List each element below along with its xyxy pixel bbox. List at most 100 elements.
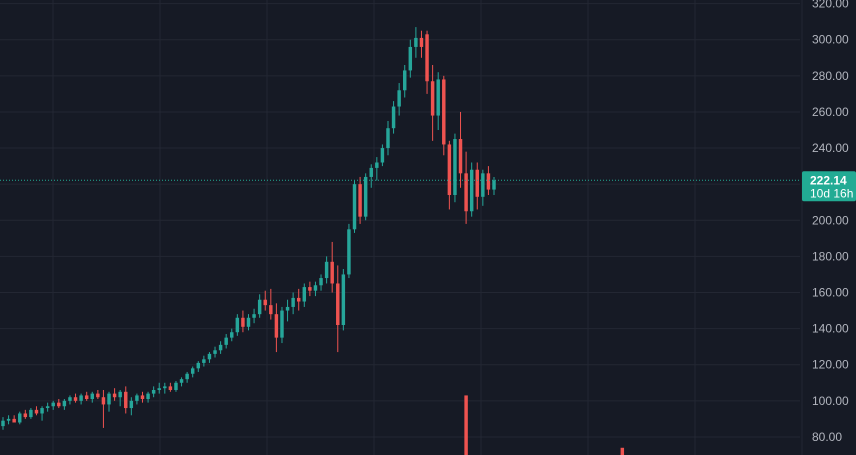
candle-body xyxy=(207,353,212,360)
candle-body xyxy=(375,162,379,168)
candle-body xyxy=(118,391,122,398)
candle xyxy=(235,314,240,336)
candle xyxy=(6,415,11,425)
candle-body xyxy=(363,176,368,217)
candle-body xyxy=(414,37,418,47)
y-tick-label: 80.00 xyxy=(812,430,842,444)
y-tick-label: 100.00 xyxy=(812,394,849,408)
candle xyxy=(352,180,357,233)
candle-body xyxy=(458,139,463,174)
candle xyxy=(330,241,334,293)
candle-body xyxy=(112,393,117,398)
candle xyxy=(285,299,290,322)
candle-body xyxy=(73,397,78,401)
candle xyxy=(414,27,418,58)
candle-body xyxy=(296,297,301,302)
candle-body xyxy=(230,332,234,338)
candle-body xyxy=(386,128,390,149)
candle xyxy=(336,265,340,353)
candle-body xyxy=(62,400,67,407)
candle xyxy=(51,400,55,410)
bar-countdown-label: 10d 16h xyxy=(810,186,853,200)
candle xyxy=(469,162,474,217)
candle-body xyxy=(436,79,440,116)
candle xyxy=(369,164,373,188)
candle xyxy=(90,391,95,403)
candle-body xyxy=(464,173,468,212)
candle-body xyxy=(190,368,195,374)
candle-body xyxy=(492,180,496,190)
candle xyxy=(118,390,122,407)
candle-body xyxy=(79,395,83,401)
candle xyxy=(442,75,446,156)
candle xyxy=(179,377,184,387)
candle xyxy=(430,65,435,141)
candle-body xyxy=(68,397,72,401)
candle xyxy=(168,382,173,392)
candle xyxy=(40,406,44,421)
candle xyxy=(458,111,463,188)
candle-body xyxy=(90,393,95,400)
candle-body xyxy=(442,79,446,145)
candle xyxy=(313,281,318,297)
candle xyxy=(263,290,267,311)
candle xyxy=(252,308,256,324)
volume-bar xyxy=(464,395,468,455)
candle-body xyxy=(101,397,106,405)
candle xyxy=(62,399,67,410)
candle xyxy=(425,30,429,94)
candle-body xyxy=(280,310,284,338)
last-price-tag: 222.14 10d 16h xyxy=(802,171,856,202)
candle xyxy=(363,173,368,221)
candle xyxy=(230,328,234,342)
candle xyxy=(129,397,134,416)
candle xyxy=(45,402,50,412)
candle-body xyxy=(402,70,407,91)
candle-body xyxy=(163,386,167,389)
candle xyxy=(29,408,33,419)
candle xyxy=(402,65,407,98)
y-tick-label: 240.00 xyxy=(812,141,849,155)
candle xyxy=(408,39,413,78)
candle xyxy=(296,288,301,311)
candle xyxy=(157,382,161,394)
candle-body xyxy=(40,408,44,414)
candle-body xyxy=(6,418,11,421)
candle xyxy=(274,303,279,353)
candle-body xyxy=(469,169,474,212)
candle xyxy=(436,72,440,130)
candle xyxy=(151,386,156,398)
candle-body xyxy=(235,317,240,333)
candle-body xyxy=(285,306,290,311)
candle-body xyxy=(419,37,424,47)
candle xyxy=(224,334,228,349)
candle-body xyxy=(319,278,323,286)
candle xyxy=(101,390,106,428)
candle-body xyxy=(302,287,307,302)
candle xyxy=(492,176,496,195)
candle xyxy=(190,366,195,378)
candle-body xyxy=(252,314,256,318)
candle xyxy=(397,83,401,116)
candle xyxy=(213,346,217,358)
candle xyxy=(347,223,351,279)
candle-body xyxy=(202,359,206,363)
candle-body xyxy=(12,418,16,423)
y-tick-label: 120.00 xyxy=(812,358,849,372)
candle xyxy=(107,391,111,412)
candle-body xyxy=(18,413,22,423)
candle xyxy=(308,281,312,297)
candle-body xyxy=(324,261,329,279)
candle-body xyxy=(124,391,128,409)
candle xyxy=(84,391,89,401)
y-tick-label: 260.00 xyxy=(812,105,849,119)
candle-body xyxy=(51,402,55,407)
candles xyxy=(1,27,496,430)
y-tick-label: 320.00 xyxy=(812,0,849,11)
candle-body xyxy=(34,409,39,414)
candle xyxy=(291,292,295,315)
candle xyxy=(481,169,485,206)
last-price-label: 222.14 xyxy=(810,173,847,187)
